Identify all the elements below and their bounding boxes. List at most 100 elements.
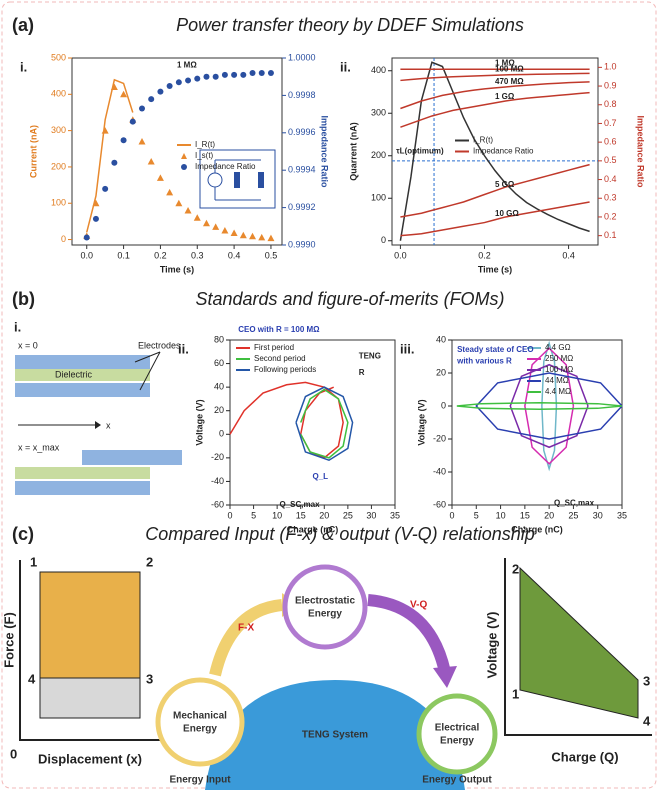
x-tick-label: 10 <box>272 510 282 520</box>
annotation: 1 MΩ <box>177 61 197 70</box>
y-tick-label: -40 <box>211 476 224 486</box>
circle-marker <box>92 215 99 222</box>
teng-dome <box>205 680 465 790</box>
circle-marker <box>175 79 182 86</box>
x-tick-label: 0 <box>227 510 232 520</box>
y2-tick-label: 0.5 <box>604 155 617 165</box>
y2-axis-label: Impedance Ratio <box>636 115 646 188</box>
output-arrow <box>367 594 451 674</box>
y-axis-label: Voltage (V) <box>194 399 204 445</box>
legend-label: First period <box>254 343 294 352</box>
curve-label: 5 GΩ <box>495 180 515 189</box>
panel-label: (a) <box>12 15 34 35</box>
arrow-label: F-X <box>238 623 254 634</box>
x-tick-label: 5 <box>474 510 479 520</box>
circle-marker <box>120 137 127 144</box>
y-tick-label: 200 <box>371 150 386 160</box>
triangle-marker <box>202 219 210 227</box>
y2-tick-label: 0.7 <box>604 118 617 128</box>
axes <box>504 558 652 736</box>
circle-marker <box>129 118 136 125</box>
annotation: with various R <box>456 357 512 366</box>
node-label: Energy <box>440 736 474 747</box>
legend-label: 4.4 GΩ <box>545 343 571 352</box>
corner-label: 2 <box>146 554 153 569</box>
legend-swatch <box>181 153 187 159</box>
electrode-label: Electrodes <box>138 340 181 350</box>
x-axis-label: Charge (nC) <box>511 524 563 534</box>
x-tick-label: 15 <box>296 510 306 520</box>
series-line <box>295 386 354 462</box>
legend-label: Second period <box>254 354 306 363</box>
curve-label: 10 GΩ <box>495 209 519 218</box>
plot-frame <box>451 339 623 506</box>
y-tick-label: 100 <box>51 198 66 208</box>
y2-tick-label: 0.9994 <box>288 165 316 175</box>
y-tick-label: -40 <box>433 466 446 476</box>
series-line <box>300 388 349 459</box>
dielectric <box>15 369 150 381</box>
x-tick-label: 0 <box>449 510 454 520</box>
legend-label: 100 MΩ <box>545 365 573 374</box>
pointer <box>134 351 161 363</box>
y-tick-label: 400 <box>51 89 66 99</box>
legend-label: Following periods <box>254 365 316 374</box>
triangle-marker <box>212 223 220 230</box>
arrow-head <box>433 666 457 688</box>
x-axis-label: Displacement (x) <box>38 751 142 766</box>
corner-label: 4 <box>28 671 36 686</box>
resistor <box>234 172 240 188</box>
annotation: TENG <box>359 352 381 361</box>
x-tick-label: 30 <box>593 510 603 520</box>
x-tick-label: 0.0 <box>394 250 407 260</box>
y-tick-label: 100 <box>371 193 386 203</box>
legend-label: I_R(t) <box>473 136 493 145</box>
input-arrow <box>209 599 283 677</box>
circle-marker <box>258 69 265 76</box>
legend-label: Impedance Ratio <box>473 147 534 156</box>
dielectric <box>15 467 150 479</box>
circle-marker <box>148 96 155 103</box>
triangle-marker <box>166 188 174 196</box>
x-tick-label: 5 <box>251 510 256 520</box>
x-tick-label: 15 <box>520 510 530 520</box>
output-label: Energy Output <box>422 775 492 786</box>
arrow-head <box>95 421 101 429</box>
legend-swatch <box>181 164 187 170</box>
legend-label: I_s(t) <box>195 151 214 160</box>
curve-label: 1 MΩ <box>495 58 515 67</box>
y-tick-label: 0 <box>61 234 66 244</box>
y-tick-label: 200 <box>51 161 66 171</box>
y2-tick-label: 1.0000 <box>288 52 316 62</box>
position-label: x = x_max <box>18 442 60 452</box>
y-tick-label: 60 <box>214 358 224 368</box>
y-tick-label: -60 <box>211 499 224 509</box>
electrical-node <box>416 693 498 775</box>
annotation: Q_SC,max <box>554 498 595 507</box>
dielectric-label: Dielectric <box>55 369 93 379</box>
node-label: Energy <box>308 609 342 620</box>
y-axis-label: Voltage (V) <box>484 612 499 679</box>
series-line <box>456 401 623 411</box>
circle-marker <box>185 77 192 84</box>
triangle-marker <box>230 229 238 237</box>
legend-label: I_R(t) <box>195 140 215 149</box>
x-axis-label: Time (s) <box>160 264 194 274</box>
annotation: Steady state of CEO <box>457 345 533 354</box>
triangle-marker <box>239 231 247 239</box>
panel-label: (b) <box>12 289 35 309</box>
triangle-marker <box>258 233 266 241</box>
x-tick-label: 25 <box>343 510 353 520</box>
circle-marker <box>111 159 118 166</box>
series-line <box>509 363 589 449</box>
triangle-marker <box>138 138 146 145</box>
electrode <box>15 481 150 495</box>
y-axis-label: Voltage (V) <box>416 399 426 445</box>
circle-marker <box>267 69 274 76</box>
y2-tick-label: 1.0 <box>604 62 617 72</box>
x-tick-label: 35 <box>617 510 627 520</box>
triangle-marker <box>110 83 118 91</box>
cycle-area <box>519 566 639 719</box>
x-tick-label: 30 <box>366 510 376 520</box>
